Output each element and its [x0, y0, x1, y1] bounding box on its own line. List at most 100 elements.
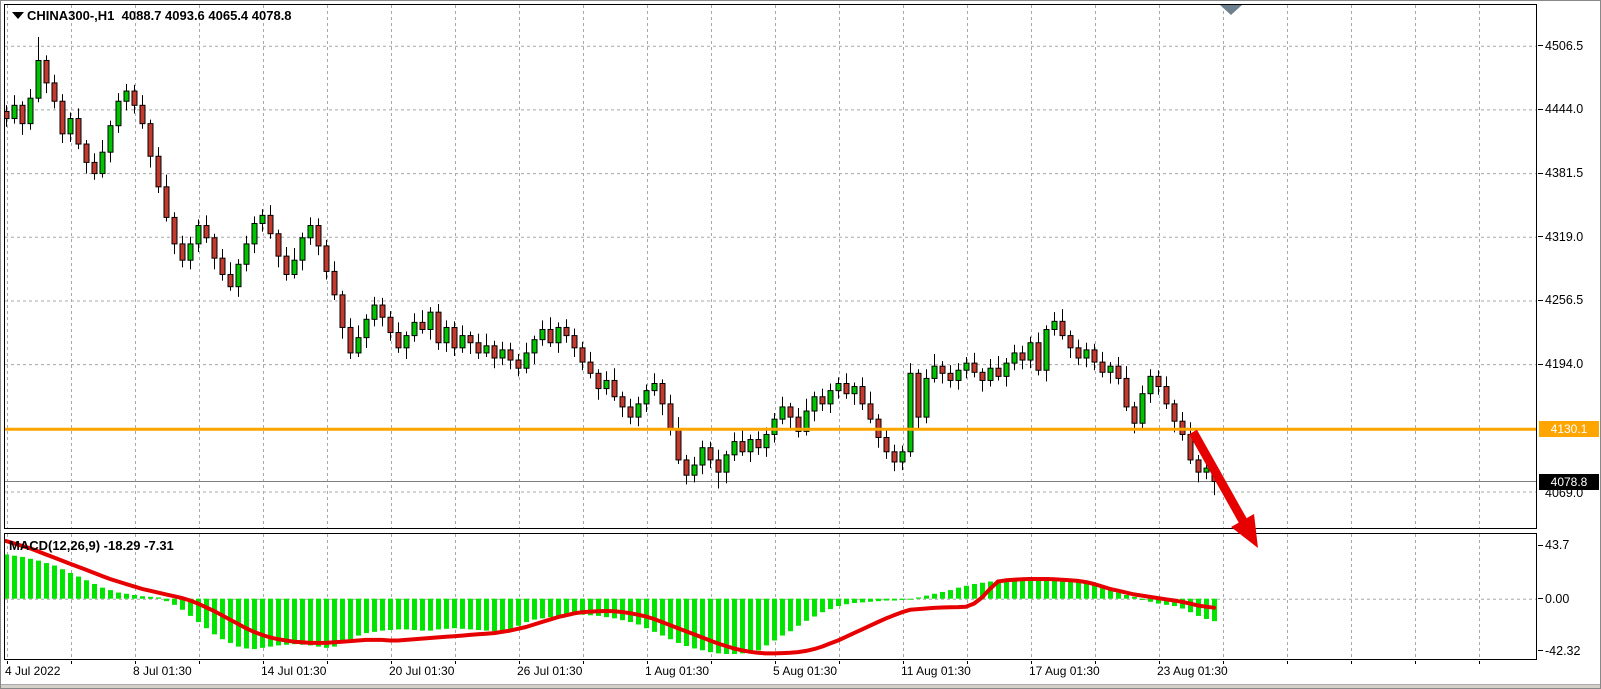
candle-body — [723, 454, 730, 473]
candle-body — [635, 403, 642, 418]
candle-body — [755, 439, 762, 449]
candle-body — [483, 345, 490, 354]
candle-body — [411, 321, 418, 337]
candle-body — [1067, 335, 1074, 349]
candle-body — [443, 326, 450, 344]
candle-body — [195, 225, 202, 245]
candle-body — [819, 396, 826, 405]
candle-body — [811, 396, 818, 412]
macd-histogram-bar — [268, 598, 273, 647]
macd-histogram-bar — [428, 598, 433, 631]
candle-body — [435, 311, 442, 344]
time-axis-tick — [583, 661, 584, 664]
macd-histogram-bar — [764, 598, 769, 646]
macd-histogram-bar — [724, 598, 729, 654]
macd-histogram-bar — [396, 598, 401, 630]
candle-body — [899, 451, 906, 463]
bar-position-marker-icon — [1220, 5, 1242, 15]
candle-body — [291, 259, 298, 275]
macd-histogram-bar — [260, 598, 265, 648]
candle-body — [75, 118, 82, 145]
candle-body — [675, 428, 682, 461]
time-axis-tick — [1031, 661, 1032, 664]
macd-histogram-bar — [244, 598, 249, 649]
macd-histogram-bar — [916, 597, 921, 599]
candle-body — [1171, 403, 1178, 422]
chart-title: CHINA300-,H1 4088.7 4093.6 4065.4 4078.8 — [27, 8, 292, 23]
macd-histogram-bar — [1092, 585, 1097, 599]
time-axis-label: 1 Aug 01:30 — [645, 664, 710, 678]
candle-body — [579, 347, 586, 363]
macd-name: MACD(12,26,9) — [9, 538, 101, 553]
macd-histogram-bar — [492, 598, 497, 632]
macd-histogram-bar — [1004, 579, 1009, 599]
macd-histogram-bar — [156, 597, 161, 599]
candle-body — [491, 345, 498, 359]
macd-histogram-bar — [628, 598, 633, 623]
macd-histogram-bar — [196, 598, 201, 623]
macd-histogram-bar — [1116, 592, 1121, 599]
candle-body — [35, 59, 42, 99]
macd-histogram-bar — [452, 598, 457, 629]
macd-histogram-bar — [412, 598, 417, 631]
symbol-dropdown-icon[interactable] — [12, 12, 24, 19]
macd-plot-border — [4, 533, 1537, 660]
macd-histogram-bar — [500, 598, 505, 632]
candle-body — [771, 418, 778, 435]
macd-histogram-bar — [756, 598, 761, 651]
candle-body — [203, 225, 210, 239]
macd-histogram-bar — [132, 595, 137, 599]
candle-body — [315, 225, 322, 247]
main-chart-panel[interactable] — [4, 4, 1537, 529]
candle-body — [1075, 347, 1082, 359]
candle-body — [531, 339, 538, 354]
candlestick-chart[interactable] — [4, 4, 1537, 529]
macd-histogram-bar — [700, 598, 705, 651]
macd-histogram-bar — [868, 598, 873, 602]
time-axis-label: 11 Aug 01:30 — [901, 664, 971, 678]
macd-histogram-bar — [1100, 587, 1105, 599]
candle-body — [419, 321, 426, 330]
macd-histogram-bar — [1068, 579, 1073, 599]
candle-body — [659, 382, 666, 405]
time-axis-tick — [1223, 661, 1224, 664]
candle-body — [379, 304, 386, 318]
candle-body — [163, 186, 170, 218]
macd-chart[interactable] — [4, 533, 1537, 660]
candle-body — [1123, 377, 1130, 408]
candle-body — [1003, 362, 1010, 377]
candle-body — [1011, 352, 1018, 364]
candle-body — [1043, 328, 1050, 371]
time-axis-tick — [263, 661, 264, 664]
time-axis-tick — [967, 661, 968, 664]
macd-histogram-bar — [484, 598, 489, 631]
candle-body — [115, 100, 122, 127]
time-axis-tick — [647, 661, 648, 664]
macd-histogram-bar — [572, 598, 577, 615]
macd-histogram-bar — [44, 563, 49, 599]
macd-histogram-bar — [852, 598, 857, 603]
candle-body — [155, 155, 162, 188]
macd-histogram-bar — [284, 598, 289, 645]
candle-body — [227, 273, 234, 288]
macd-histogram-bar — [612, 598, 617, 619]
candle-body — [627, 406, 634, 418]
macd-histogram-bar — [908, 598, 913, 600]
macd-panel[interactable] — [4, 533, 1537, 660]
candle-body — [643, 390, 650, 405]
macd-histogram-bar — [1052, 577, 1057, 599]
candle-body — [691, 464, 698, 476]
candle-body — [555, 326, 562, 344]
candle-body — [539, 328, 546, 341]
macd-signal-value: -7.31 — [144, 538, 174, 553]
price-axis-tick — [1538, 236, 1543, 238]
candle-body — [763, 433, 770, 449]
candle-body — [4, 110, 10, 120]
macd-histogram-bar — [924, 595, 929, 599]
macd-histogram-bar — [220, 598, 225, 640]
time-axis-tick — [455, 661, 456, 664]
candle-body — [907, 372, 914, 453]
time-axis-label: 26 Jul 01:30 — [517, 664, 583, 678]
macd-histogram-bar — [788, 598, 793, 632]
